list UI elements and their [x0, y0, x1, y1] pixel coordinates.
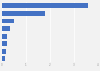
Bar: [2, 3, 88, 8]
Bar: [2, 19, 14, 23]
Bar: [2, 49, 6, 54]
Bar: [2, 26, 10, 31]
Bar: [2, 11, 45, 16]
Bar: [2, 56, 5, 61]
Bar: [2, 34, 7, 39]
Bar: [2, 41, 7, 46]
